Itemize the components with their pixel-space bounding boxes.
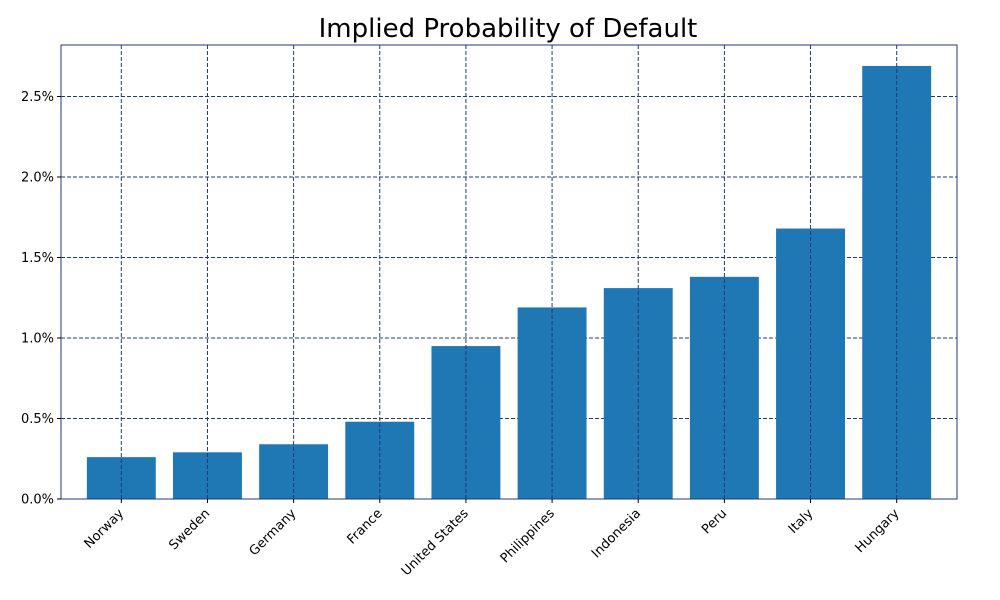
chart-title: Implied Probability of Default (319, 14, 698, 44)
bars (86, 65, 932, 499)
y-tick-label-1: 0.5% (21, 412, 54, 427)
y-tick-label-0: 0.0% (21, 493, 54, 508)
x-axis-ticks: Norway Sweden Germany France United States Ph… (82, 499, 903, 579)
x-tick-label-3: France (344, 506, 385, 547)
x-tick-label-2: Germany (247, 506, 300, 559)
x-tick-label-1: Sweden (166, 506, 213, 553)
y-tick-label-5: 2.5% (21, 90, 54, 105)
y-tick-label-2: 1.0% (21, 332, 54, 347)
x-tick-label-5: Philippines (498, 506, 558, 566)
bar-united-states (431, 346, 501, 499)
vertical-grid-lines (120, 45, 898, 499)
x-tick-label-4: United States (399, 506, 472, 579)
x-tick-label-7: Peru (699, 506, 730, 537)
y-tick-label-4: 2.0% (21, 171, 54, 186)
x-tick-label-8: Italy (786, 506, 817, 537)
x-tick-label-6: Indonesia (589, 506, 644, 561)
plot-frame (60, 44, 958, 500)
y-tick-label-3: 1.5% (21, 251, 54, 266)
y-axis-ticks: 0.0% 0.5% 1.0% 1.5% 2.0% 2.5% (21, 90, 61, 508)
x-tick-label-9: Hungary (853, 506, 903, 556)
x-tick-label-0: Norway (82, 506, 128, 552)
